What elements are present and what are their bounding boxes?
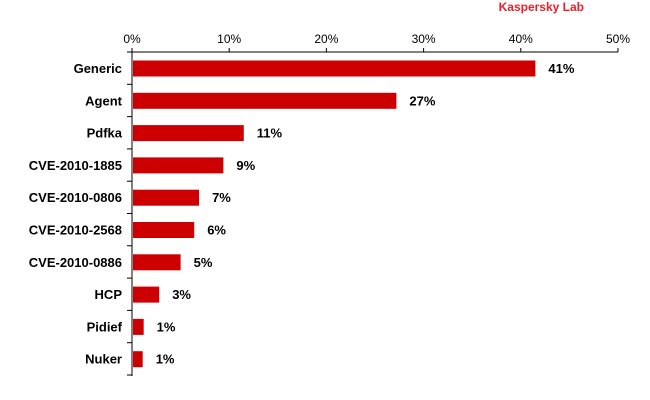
bar-cve-2010-1885 — [133, 157, 224, 174]
value-label: 6% — [207, 223, 226, 238]
bar-pdfka — [133, 125, 244, 142]
value-label: 5% — [194, 255, 213, 270]
category-label: HCP — [95, 287, 123, 302]
value-label: 3% — [172, 287, 191, 302]
value-label: 7% — [212, 190, 231, 205]
category-label: CVE-2010-0806 — [29, 190, 122, 205]
value-label: 9% — [236, 158, 255, 173]
category-labels: Generic Agent Pdfka CVE-2010-1885 CVE-2010-0… — [29, 61, 123, 367]
bar-generic — [133, 60, 536, 77]
value-label: 1% — [157, 319, 176, 334]
bar-nuker — [133, 351, 143, 368]
x-tick-label: 30% — [412, 32, 436, 46]
value-label: 11% — [257, 126, 283, 141]
x-axis: 0% 10% 20% 30% 40% 50% — [123, 32, 630, 53]
category-label: CVE-2010-0886 — [29, 255, 122, 270]
bar-cve-2010-0806 — [133, 189, 200, 206]
category-label: Agent — [85, 93, 123, 108]
x-tick-label: 0% — [123, 32, 141, 46]
brand-label: Kaspersky Lab — [498, 0, 584, 14]
bar-cve-2010-0886 — [133, 254, 181, 271]
category-label: CVE-2010-1885 — [29, 158, 122, 173]
category-label: Nuker — [85, 352, 122, 367]
x-tick-label: 10% — [217, 32, 241, 46]
bars-group — [133, 60, 536, 368]
bar-pidief — [133, 318, 144, 335]
value-label: 27% — [409, 93, 435, 108]
bar-hcp — [133, 286, 160, 303]
y-axis — [127, 51, 133, 376]
category-label: CVE-2010-2568 — [29, 223, 122, 238]
value-labels: 41% 27% 11% 9% 7% 6% 5% 3% 1% 1% — [156, 61, 575, 367]
x-tick-label: 20% — [314, 32, 338, 46]
value-label: 41% — [548, 61, 574, 76]
x-tick-label: 50% — [606, 32, 630, 46]
bar-agent — [133, 92, 397, 109]
category-label: Generic — [74, 61, 122, 76]
category-label: Pidief — [87, 319, 123, 334]
bar-cve-2010-2568 — [133, 222, 195, 238]
x-tick-label: 40% — [509, 32, 533, 46]
category-label: Pdfka — [87, 126, 123, 141]
value-label: 1% — [156, 352, 175, 367]
